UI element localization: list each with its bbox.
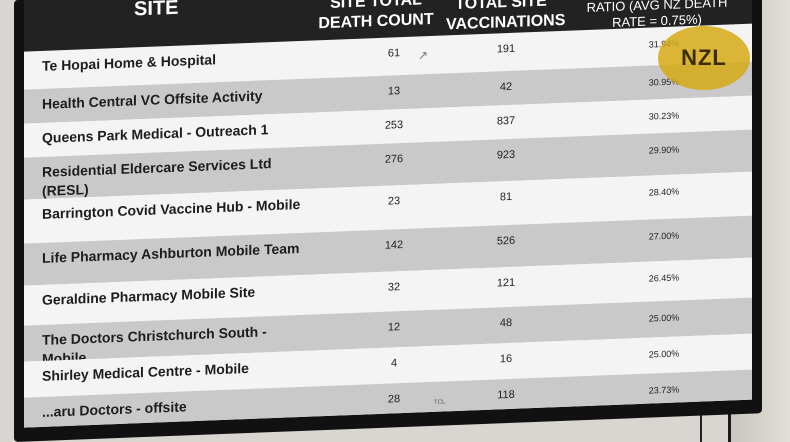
mouse-pointer-icon: ↗ — [418, 48, 429, 63]
ratio-cell: 23.73% — [648, 384, 680, 396]
site-name-cell: Life Pharmacy Ashburton Mobile Team — [42, 240, 300, 266]
watermark-logo: NZL — [658, 26, 750, 90]
vaccinations-cell: 121 — [496, 276, 516, 290]
death-count-cell: 32 — [387, 281, 401, 294]
site-name-cell: Geraldine Pharmacy Mobile Site — [42, 283, 256, 308]
death-count-cell: 12 — [387, 321, 401, 334]
vaccinations-cell: 923 — [496, 148, 516, 162]
header-site: SITE — [134, 0, 179, 21]
ratio-cell: 29.90% — [648, 144, 680, 156]
tv-brand-mark: TCL — [434, 399, 446, 406]
death-count-cell: 253 — [384, 119, 404, 132]
header-vaccinations: TOTAL SITE VACCINATIONS — [446, 0, 566, 34]
death-count-cell: 142 — [384, 239, 404, 252]
ratio-cell: 26.45% — [648, 272, 680, 284]
site-name-cell: Queens Park Medical - Outreach 1 — [42, 121, 269, 146]
vaccinations-cell: 42 — [499, 80, 513, 94]
tv-screen: SITE SITE TOTAL DEATH COUNT TOTAL SITE V… — [24, 0, 752, 428]
ratio-cell: 30.23% — [648, 110, 680, 122]
site-name-cell: Shirley Medical Centre - Mobile — [42, 359, 249, 384]
ratio-cell: 28.40% — [648, 186, 680, 198]
site-name-cell: ...aru Doctors - offsite — [42, 398, 187, 420]
vaccinations-cell: 118 — [497, 388, 515, 402]
vaccinations-cell: 191 — [496, 42, 516, 56]
site-name-cell: Te Hopai Home & Hospital — [42, 51, 216, 74]
site-name-cell: Barrington Covid Vaccine Hub - Mobile — [42, 196, 301, 222]
vaccinations-cell: 81 — [499, 190, 513, 204]
death-count-cell: 23 — [387, 195, 401, 208]
vaccinations-cell: 16 — [499, 352, 513, 366]
ratio-cell: 25.00% — [648, 348, 680, 360]
death-count-cell: 276 — [384, 153, 404, 166]
death-count-cell: 13 — [387, 85, 401, 98]
tv-cable-secondary — [700, 395, 702, 442]
death-count-cell: 4 — [390, 357, 398, 370]
ratio-cell: 25.00% — [648, 312, 680, 324]
death-count-cell: 28 — [387, 393, 401, 406]
vaccinations-cell: 837 — [496, 114, 516, 128]
ratio-cell: 27.00% — [648, 230, 680, 242]
vaccinations-cell: 526 — [496, 234, 516, 248]
death-count-cell: 61 — [387, 47, 401, 60]
header-death-count: SITE TOTAL DEATH COUNT — [318, 0, 434, 33]
site-name-cell: Health Central VC Offsite Activity — [42, 87, 263, 112]
vaccinations-cell: 48 — [499, 316, 513, 330]
tv-frame: SITE SITE TOTAL DEATH COUNT TOTAL SITE V… — [14, 0, 762, 442]
